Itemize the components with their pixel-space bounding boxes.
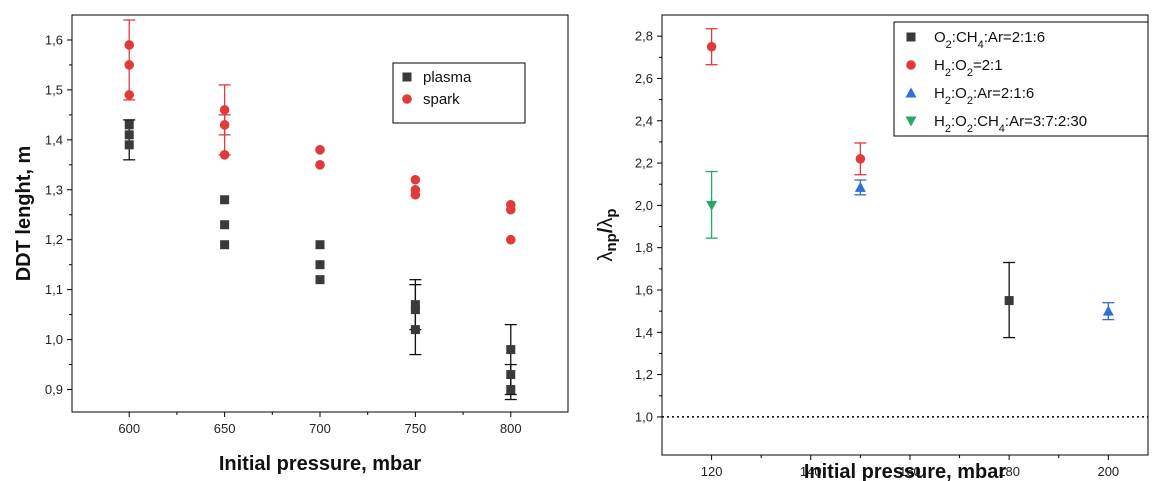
- data-point: [505, 204, 516, 215]
- data-point: [124, 60, 135, 70]
- series-H2:O2:CH4:Ar=3:7:2:30: [705, 170, 718, 239]
- x-tick-label: 200: [1097, 464, 1119, 479]
- data-point: [124, 130, 134, 140]
- data-point: [706, 41, 717, 52]
- legend: O2:CH4:Ar=2:1:6 H2:O2=2:1 H2:O2:Ar=2:1:6 H2…: [893, 21, 1149, 137]
- y-tick-label: 1,5: [45, 82, 63, 97]
- chart-ddt-length: 600 650 700 750 800 0,9 1,0 1,1 1,2 1,3 1,4 1,5 1,6 I…: [13, 14, 569, 475]
- x-tick-label: 600: [118, 421, 140, 436]
- y-tick-label: 2,0: [635, 198, 653, 213]
- legend-label: H2:O2:CH4:Ar=3:7:2:30: [934, 113, 1087, 135]
- x-tick-label: 650: [214, 421, 236, 436]
- data-point: [410, 305, 420, 315]
- data-point: [315, 260, 325, 270]
- x-tick-label: 120: [701, 464, 723, 479]
- data-point: [410, 174, 421, 185]
- data-point: [410, 325, 420, 335]
- x-tick-label: 800: [500, 421, 522, 436]
- series-plasma: [123, 119, 517, 401]
- data-point: [1004, 296, 1014, 306]
- y-tick-label: 1,6: [45, 32, 63, 47]
- y-tick-label: 1,2: [635, 367, 653, 382]
- data-point: [124, 140, 134, 150]
- legend: plasma spark: [392, 62, 526, 124]
- y-tick-label: 1,0: [45, 332, 63, 347]
- legend-label: H2:O2:Ar=2:1:6: [934, 85, 1034, 107]
- legend-marker: [905, 87, 917, 98]
- data-point: [506, 385, 516, 395]
- data-layer: [705, 28, 1115, 339]
- y-tick-label: 1,2: [45, 232, 63, 247]
- x-tick-label: 160: [899, 464, 921, 479]
- legend-marker: [906, 32, 916, 42]
- y-axis-label: λnp/λp: [595, 208, 620, 261]
- x-tick-label: 700: [309, 421, 331, 436]
- y-tick-label: 1,4: [635, 325, 653, 340]
- y-tick-label: 1,0: [635, 409, 653, 424]
- data-point: [124, 90, 135, 100]
- series-H2:O2:Ar=2:1:6: [854, 179, 1115, 321]
- legend-marker: [402, 72, 412, 82]
- data-point: [1102, 305, 1114, 316]
- data-point: [315, 275, 325, 285]
- data-point: [505, 234, 516, 245]
- data-point: [506, 345, 516, 355]
- y-tick-label: 1,4: [45, 132, 63, 147]
- y-tick-label: 2,6: [635, 71, 653, 86]
- data-point: [124, 40, 135, 50]
- data-point: [855, 154, 866, 164]
- data-point: [410, 300, 420, 310]
- x-tick-label: 140: [800, 464, 822, 479]
- y-tick-label: 2,4: [635, 113, 653, 128]
- plot-frame: [661, 14, 1149, 456]
- data-point: [410, 189, 421, 200]
- x-axis-label: Initial pressure, mbar: [219, 453, 422, 475]
- series-H2:O2=2:1: [705, 28, 867, 176]
- legend-label: plasma: [423, 69, 472, 86]
- data-point: [219, 150, 230, 160]
- data-point: [124, 120, 134, 130]
- y-tick-label: 0,9: [45, 382, 63, 397]
- legend-box: [893, 21, 1149, 137]
- data-point: [219, 120, 230, 130]
- series-spark: [123, 19, 516, 245]
- legend-marker: [402, 94, 412, 104]
- y-tick-label: 1,8: [635, 240, 653, 255]
- data-point: [706, 200, 718, 211]
- y-tick-label: 2,8: [635, 29, 653, 44]
- data-point: [220, 195, 230, 205]
- legend-label: spark: [423, 91, 460, 108]
- legend-box: [392, 62, 526, 124]
- legend-marker: [906, 60, 916, 70]
- data-point: [219, 105, 230, 115]
- x-axis-label: Initial pressure, mbar: [804, 461, 1007, 481]
- y-tick-label: 1,1: [45, 282, 63, 297]
- y-axis-label: DDT lenght, m: [13, 146, 35, 282]
- legend-label: H2:O2=2:1: [934, 57, 1003, 79]
- y-tick-label: 1,3: [45, 182, 63, 197]
- data-point: [220, 220, 230, 230]
- data-point: [315, 145, 325, 155]
- series-O2:CH4:Ar=2:1:6: [1003, 261, 1016, 339]
- data-point: [506, 370, 516, 380]
- data-point: [220, 240, 230, 250]
- y-tick-label: 1,6: [635, 283, 653, 298]
- y-tick-label: 2,2: [635, 156, 653, 171]
- data-point: [315, 240, 325, 250]
- x-tick-label: 750: [405, 421, 427, 436]
- x-tick-label: 180: [998, 464, 1020, 479]
- data-layer: [123, 19, 517, 401]
- legend-marker: [905, 116, 917, 127]
- chart-lambda-ratio: 120 140 160 180 200 1,0 1,2 1,4 1,6 1,8 2,0 2,2 2,4 2…: [595, 14, 1149, 481]
- data-point: [854, 181, 866, 192]
- data-point: [315, 160, 325, 170]
- legend-label: O2:CH4:Ar=2:1:6: [934, 29, 1045, 51]
